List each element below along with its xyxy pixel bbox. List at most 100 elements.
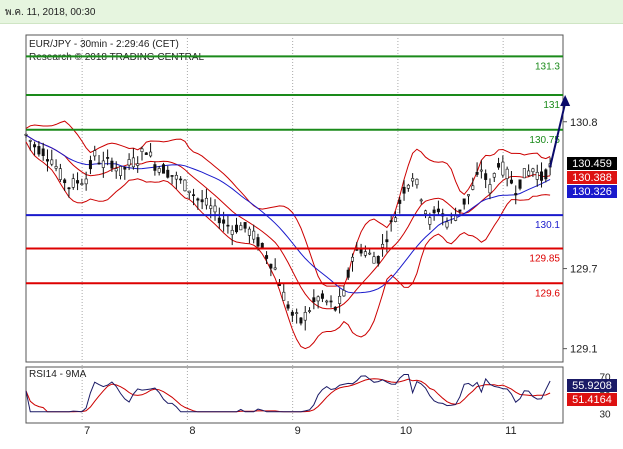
candle-body-79: [363, 251, 367, 256]
candle-body-111: [501, 161, 505, 176]
candle-body-19: [106, 157, 110, 159]
candle-body-49: [235, 224, 239, 233]
candle-body-102: [462, 198, 466, 205]
candle-body-83: [381, 243, 385, 248]
candle-body-22: [119, 166, 123, 176]
candle-body-75: [346, 269, 350, 278]
candle-body-33: [166, 169, 170, 178]
candle-body-16: [93, 150, 97, 157]
candle-body-31: [157, 168, 161, 173]
candle-body-87: [398, 199, 402, 204]
price-badge-label-0: 130.459: [572, 158, 612, 170]
candle-body-112: [505, 168, 509, 179]
candle-body-115: [518, 179, 522, 189]
candle-body-36: [179, 178, 183, 181]
candle-body-110: [497, 163, 501, 168]
candle-body-116: [522, 168, 526, 179]
rsi-badge-label-0: 55.9208: [572, 380, 612, 392]
level-label-1: 131: [543, 100, 560, 111]
candle-body-0: [24, 133, 28, 136]
candle-body-2: [33, 144, 37, 148]
timestamp-bar: พ.ค. 11, 2018, 00:30: [0, 0, 623, 24]
candle-body-82: [376, 255, 380, 264]
candle-body-56: [265, 255, 269, 259]
candle-body-54: [256, 237, 260, 247]
candle-body-15: [88, 160, 92, 170]
candle-body-120: [540, 171, 544, 181]
candle-body-58: [273, 267, 277, 270]
candle-body-67: [312, 297, 316, 302]
y-tick-label-2: 129.1: [570, 344, 598, 356]
candle-body-62: [290, 311, 294, 316]
candle-body-68: [316, 296, 320, 302]
candle-body-95: [432, 209, 436, 214]
rsi-tick-label-0: 70: [599, 372, 611, 383]
candle-body-119: [535, 171, 539, 180]
candle-body-43: [209, 205, 213, 209]
price-badge-label-1: 130.388: [572, 172, 612, 184]
level-label-3: 130.1: [535, 220, 560, 231]
rsi-badge-label-1: 51.4164: [572, 394, 612, 406]
projection-arrow-shaft: [549, 102, 567, 168]
timestamp-label: พ.ค. 11, 2018, 00:30: [5, 7, 96, 18]
candle-body-80: [368, 252, 372, 255]
candle-body-101: [458, 209, 462, 212]
candle-body-47: [226, 224, 230, 227]
candle-body-72: [333, 306, 337, 311]
candle-body-29: [149, 151, 153, 157]
level-label-2: 130.75: [529, 135, 560, 146]
candle-body-65: [303, 311, 307, 321]
candle-body-51: [243, 222, 247, 229]
candle-body-73: [338, 296, 342, 304]
candle-body-7: [54, 166, 58, 169]
candle-body-32: [161, 164, 165, 174]
candle-body-53: [252, 230, 256, 240]
candle-body-13: [80, 183, 84, 185]
projection-arrow-head: [560, 95, 571, 107]
candle-body-92: [419, 199, 423, 202]
candle-body-55: [260, 242, 264, 248]
candle-body-89: [406, 184, 410, 189]
candle-body-52: [247, 228, 251, 236]
candle-body-84: [385, 239, 389, 243]
y-tick-label-0: 130.8: [570, 117, 598, 129]
candle-body-6: [50, 159, 54, 165]
candle-body-78: [359, 248, 363, 254]
candle-body-5: [45, 159, 49, 162]
candle-body-109: [492, 173, 496, 178]
candle-body-105: [475, 171, 479, 175]
level-label-4: 129.85: [529, 254, 560, 265]
candle-body-66: [308, 310, 312, 312]
candle-body-10: [67, 187, 71, 190]
candle-body-100: [454, 215, 458, 221]
candle-body-90: [411, 178, 415, 182]
candle-body-81: [372, 256, 376, 264]
bollinger-lower-band: [25, 141, 551, 350]
candle-body-21: [114, 168, 118, 172]
candle-body-27: [140, 148, 144, 152]
candle-body-70: [325, 300, 329, 303]
candle-body-48: [230, 229, 234, 235]
x-tick-label-4: 11: [505, 425, 516, 437]
candle-body-88: [402, 186, 406, 194]
candle-body-41: [200, 199, 204, 203]
candle-body-23: [123, 167, 127, 170]
candle-body-11: [71, 178, 75, 188]
candle-body-106: [479, 169, 483, 172]
candle-body-76: [350, 256, 354, 262]
candle-body-37: [183, 179, 187, 192]
price-badge-bg-0: [567, 157, 617, 170]
candle-body-96: [436, 208, 440, 213]
candle-body-117: [527, 170, 531, 176]
candle-body-42: [204, 197, 208, 206]
candle-body-35: [174, 174, 178, 180]
candle-body-39: [192, 194, 196, 196]
rsi-badge-bg-1: [567, 393, 617, 406]
candle-body-45: [217, 217, 221, 224]
rsi-panel-frame: [25, 366, 564, 424]
candle-body-69: [320, 293, 324, 299]
candle-body-85: [389, 220, 393, 223]
level-label-5: 129.6: [535, 288, 560, 299]
x-tick-label-3: 10: [400, 425, 412, 437]
